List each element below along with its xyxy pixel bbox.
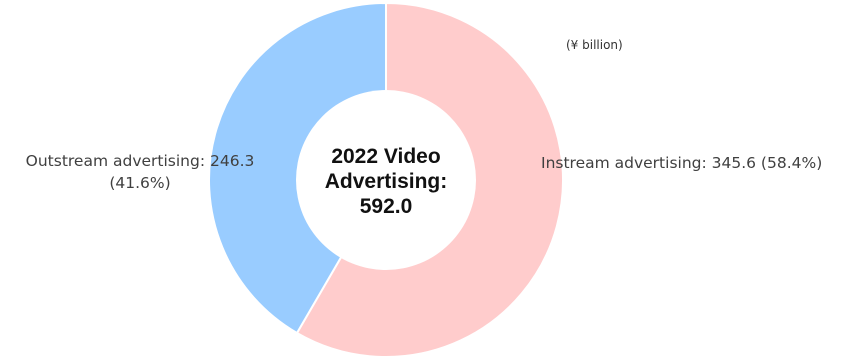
slice-label-line: Instream advertising: 345.6 (58.4%) [541, 154, 822, 172]
slice-label-line: Outstream advertising: 246.3 [26, 152, 255, 170]
center-label-line: 2022 Video [331, 145, 440, 168]
center-label-line: Advertising: [325, 170, 448, 193]
slice-label-instream-advertising: Instream advertising: 345.6 (58.4%) [541, 154, 822, 172]
slice-label-line: (41.6%) [109, 174, 170, 192]
center-total-label: 2022 Video Advertising: 592.0 [325, 145, 448, 218]
donut-hole [296, 90, 476, 270]
center-label-line: 592.0 [360, 195, 413, 218]
slice-labels-group: Instream advertising: 345.6 (58.4%) Outst… [26, 152, 823, 192]
unit-label: (¥ billion) [566, 38, 623, 52]
slice-label-outstream-advertising: Outstream advertising: 246.3 (41.6%) [26, 152, 255, 192]
